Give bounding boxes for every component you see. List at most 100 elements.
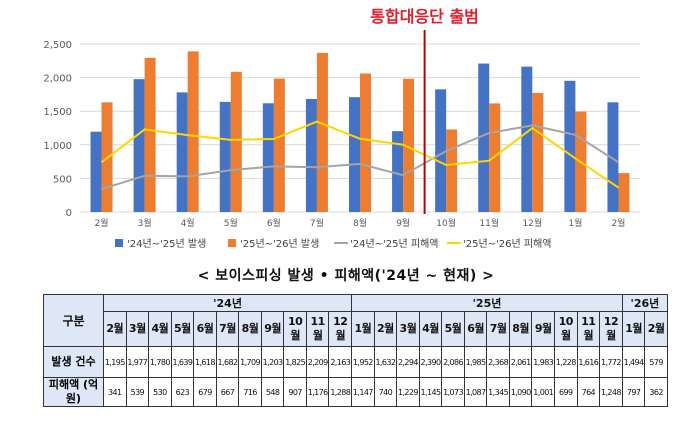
table-cell: 1,147 xyxy=(351,377,375,407)
table-cell: 2,061 xyxy=(508,346,533,378)
table-cell: 2,390 xyxy=(418,346,443,378)
table-month-header: 11월 xyxy=(576,311,601,347)
y-tick-label: 0 xyxy=(66,208,72,219)
table-month-header: 6월 xyxy=(463,311,488,347)
bar xyxy=(349,97,360,212)
table-header-label: 구분 xyxy=(43,294,104,347)
table-cell: 539 xyxy=(125,377,150,407)
table-cell: 1,203 xyxy=(260,346,285,378)
y-tick-label: 2,500 xyxy=(43,40,72,51)
table-cell: 1,780 xyxy=(148,346,172,378)
table-month-header: 12월 xyxy=(328,311,353,347)
table-cell: 1,248 xyxy=(599,377,623,407)
table-year-row: 구분 '24년 '25년 '26년 xyxy=(43,294,668,347)
table-month-row: 2월 3월 4월 5월 6월 7월 8월 9월 10월 11월 12월 1월 2월 3월 4월 5월 6월 7월 8… xyxy=(44,311,668,347)
legend-label: '25년~'26년 발생 xyxy=(240,238,319,250)
table-cell: 1,176 xyxy=(305,377,330,407)
table-cell: 1,825 xyxy=(283,346,307,378)
table-cell: 1,073 xyxy=(441,377,465,407)
x-tick-label: 3월 xyxy=(138,217,152,229)
bar xyxy=(360,73,371,213)
table-cell: 1,087 xyxy=(463,377,488,407)
table-cell: 2,209 xyxy=(305,346,330,378)
series-lines xyxy=(100,120,620,191)
table-month-header: 2월 xyxy=(103,311,127,347)
table-cell: 716 xyxy=(238,377,262,407)
table-month-header: 3월 xyxy=(396,311,420,347)
legend: '24년~'25년 발생 '25년~'26년 발생 '24년~'25년 피해액 '25… xyxy=(115,237,552,250)
legend-label: '25년~'26년 피해액 xyxy=(463,237,552,250)
table-cell: 623 xyxy=(170,377,195,407)
table-cell: 1,618 xyxy=(193,346,217,378)
y-axis-ticks: 0 500 1,000 1,500 2,000 2,500 xyxy=(43,40,72,219)
table-cell: 362 xyxy=(644,377,668,407)
x-tick-label: 12월 xyxy=(522,217,542,229)
table-month-header: 3월 xyxy=(125,311,150,347)
bar xyxy=(305,98,317,212)
bar xyxy=(521,66,533,213)
bar xyxy=(90,131,102,212)
table-cell: 2,294 xyxy=(396,346,420,378)
table-month-header: 11월 xyxy=(305,311,330,347)
chart: 0 500 1,000 1,500 2,000 2,500 2월 3월 4월 5월 6월 7월 8월 9… xyxy=(43,7,640,250)
x-tick-label: 2월 xyxy=(611,217,625,229)
table-month-header: 5월 xyxy=(441,311,465,347)
table-cell: 548 xyxy=(260,377,285,407)
table-year-header: '24년 xyxy=(102,294,353,312)
table-row: 발생 건수 1,195 1,977 1,780 1,639 1,618 1,682 1,709… xyxy=(43,346,668,378)
table-month-header: 8월 xyxy=(508,311,533,347)
table-cell: 530 xyxy=(148,377,172,407)
bar xyxy=(187,51,199,212)
data-table-wrapper: 구분 '24년 '25년 '26년 2월 3월 4월 5월 6월 7월 8월 9월 10월 11월 12월 1… xyxy=(43,294,668,407)
table-month-header: 10월 xyxy=(283,311,307,347)
legend-label: '24년~'25년 피해액 xyxy=(350,237,439,250)
table-month-header: 2월 xyxy=(373,311,398,347)
table-month-header: 8월 xyxy=(238,311,262,347)
table-cell: 1,977 xyxy=(125,346,150,378)
x-tick-label: 5월 xyxy=(224,217,238,229)
table-cell: 579 xyxy=(644,346,668,378)
table-month-header: 7월 xyxy=(215,311,240,347)
bar xyxy=(618,173,630,212)
legend-swatch xyxy=(228,239,236,247)
table-cell: 764 xyxy=(576,377,601,407)
table-cell: 1,145 xyxy=(418,377,443,407)
bar xyxy=(262,103,274,212)
table-month-header: 12월 xyxy=(599,311,623,347)
x-tick-label: 4월 xyxy=(181,217,195,229)
table-month-header: 10월 xyxy=(554,311,578,347)
table-month-header: 9월 xyxy=(531,311,555,347)
bars xyxy=(90,51,630,213)
table-row: 피해액 (억 원) 341 539 530 623 679 667 716 548 907 1,17… xyxy=(43,377,668,407)
bar xyxy=(435,89,447,212)
table-cell: 2,368 xyxy=(486,346,510,378)
table-cell: 1,772 xyxy=(599,346,623,378)
table-cell: 1,983 xyxy=(531,346,555,378)
y-tick-label: 2,000 xyxy=(43,74,72,85)
table-month-header: 6월 xyxy=(193,311,217,347)
x-tick-label: 1월 xyxy=(568,217,582,229)
x-tick-label: 6월 xyxy=(267,217,281,229)
bar xyxy=(133,79,145,212)
bar xyxy=(532,92,544,212)
table-month-header: 4월 xyxy=(148,311,172,347)
bar xyxy=(446,129,458,212)
table-row-label: 피해액 (억 원) xyxy=(43,377,104,407)
bar xyxy=(478,63,490,212)
table-month-header: 2월 xyxy=(644,311,668,347)
bar xyxy=(607,102,619,212)
x-tick-label: 10월 xyxy=(436,217,456,229)
bar xyxy=(144,57,156,212)
table-cell: 667 xyxy=(215,377,240,407)
table-cell: 1,345 xyxy=(486,377,510,407)
table-cell: 1,682 xyxy=(215,346,240,378)
bar xyxy=(230,71,242,212)
y-tick-label: 1,000 xyxy=(43,141,72,152)
y-tick-label: 1,500 xyxy=(43,107,72,118)
table-cell: 1,288 xyxy=(328,377,353,407)
table-cell: 1,639 xyxy=(170,346,195,378)
table-cell: 740 xyxy=(373,377,398,407)
table-cell: 2,163 xyxy=(328,346,353,378)
table-month-header: 5월 xyxy=(170,311,195,347)
series-line xyxy=(100,120,620,189)
